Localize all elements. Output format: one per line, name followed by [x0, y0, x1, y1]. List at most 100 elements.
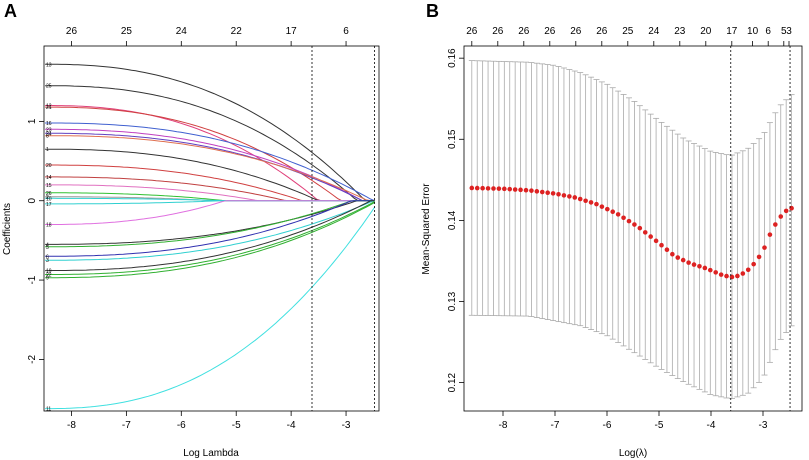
mse-point: [707, 267, 713, 273]
coef-label-8: 8: [46, 134, 49, 140]
top-tick-label: 17: [726, 26, 738, 37]
panel-b-frame: [463, 45, 803, 412]
panel-b-label: B: [426, 1, 439, 21]
coef-path-18: [45, 200, 375, 225]
mse-point: [773, 222, 778, 227]
coef-label-9: 9: [46, 276, 49, 282]
top-tick-label: 10: [747, 26, 759, 37]
top-tick-label: 6: [343, 26, 349, 37]
top-tick-label: 24: [648, 26, 660, 37]
x-axis-label: Log Lambda: [183, 448, 239, 459]
coef-label-4: 4: [46, 242, 49, 248]
mse-point: [480, 185, 485, 191]
mse-point: [474, 185, 480, 191]
top-tick-label: 24: [176, 26, 188, 37]
coef-path-6: [45, 200, 375, 257]
y-tick-label: 0.14: [447, 210, 458, 230]
y-tick-label: 0.16: [447, 48, 458, 68]
panel-a-label: A: [4, 1, 17, 21]
coef-label-18: 18: [46, 223, 52, 229]
coef-label-15: 15: [46, 183, 52, 189]
coef-label-21: 21: [46, 105, 52, 111]
mse-point: [577, 196, 583, 202]
mse-point: [491, 186, 496, 191]
x-tick-label: -8: [67, 420, 76, 431]
top-tick-label: 25: [121, 26, 133, 37]
mse-point: [664, 247, 670, 252]
mse-point: [550, 191, 556, 196]
top-tick-label: 6: [765, 26, 771, 37]
top-tick-label: 26: [518, 26, 530, 37]
mse-point: [648, 234, 653, 239]
mse-point: [642, 230, 648, 235]
mse-point: [588, 200, 594, 205]
mse-point: [583, 198, 588, 204]
coef-path-5: [45, 200, 375, 248]
top-tick-label: 26: [544, 26, 556, 37]
coef-label-13: 13: [46, 62, 52, 68]
coef-label-17: 17: [46, 202, 52, 208]
coef-label-3: 3: [46, 258, 49, 264]
coef-label-23: 23: [46, 127, 52, 133]
mse-point: [762, 245, 767, 250]
mse-point: [572, 195, 578, 200]
mse-point: [659, 242, 664, 248]
mse-point: [561, 193, 567, 198]
mse-point: [621, 215, 626, 221]
y-tick-label: -2: [27, 355, 38, 364]
mse-point: [605, 206, 610, 212]
coef-label-6: 6: [46, 254, 49, 260]
mse-point: [702, 265, 708, 271]
mse-point: [632, 222, 637, 227]
mse-point: [626, 218, 632, 224]
mse-point: [534, 189, 540, 194]
x-tick-label: -6: [177, 420, 186, 431]
mse-point: [718, 272, 724, 277]
mse-point: [713, 270, 719, 275]
coef-label-20: 20: [46, 163, 52, 169]
mse-point: [767, 232, 773, 237]
coef-label-26: 26: [46, 191, 52, 197]
mse-point: [567, 194, 572, 199]
top-tick-label: 26: [596, 26, 608, 37]
top-tick-label: 25: [622, 26, 634, 37]
x-tick-label: -5: [655, 420, 664, 431]
coef-label-25: 25: [46, 84, 52, 90]
y-tick-label: 0: [27, 198, 38, 204]
coef-path-3: [45, 200, 375, 261]
coef-path-9: [45, 202, 375, 279]
mse-point: [556, 192, 561, 197]
top-tick-label: 26: [466, 26, 478, 37]
mse-point: [529, 188, 534, 193]
coef-label-12: 12: [46, 104, 52, 110]
mse-point: [637, 225, 643, 231]
coef-label-14: 14: [46, 175, 52, 181]
coef-path-11: [45, 206, 376, 410]
coef-path-19: [45, 200, 375, 272]
x-tick-label: -4: [287, 420, 296, 431]
y-tick-label: 0.15: [447, 129, 458, 149]
coef-path-8: [45, 135, 375, 202]
top-tick-label: 26: [570, 26, 582, 37]
mse-point: [518, 187, 523, 193]
mse-point: [745, 267, 751, 273]
coef-path-13: [45, 63, 375, 202]
x-tick-label: -3: [759, 420, 768, 431]
mse-point: [751, 261, 756, 267]
x-tick-label: -8: [499, 420, 508, 431]
mse-point: [735, 273, 740, 279]
top-tick-label: 23: [674, 26, 686, 37]
mse-point: [778, 214, 784, 219]
mse-point: [756, 254, 762, 260]
y-tick-label: 1: [27, 118, 38, 124]
mse-point: [724, 273, 729, 279]
coef-label-10: 10: [46, 196, 52, 202]
coef-path-21: [45, 106, 375, 202]
coef-path-25: [45, 85, 375, 202]
top-tick-label: 3: [786, 26, 792, 37]
coef-label-2: 2: [46, 195, 49, 201]
coef-label-5: 5: [46, 245, 49, 251]
y-axis-label: Mean-Squared Error: [421, 183, 432, 275]
x-tick-label: -7: [551, 420, 560, 431]
